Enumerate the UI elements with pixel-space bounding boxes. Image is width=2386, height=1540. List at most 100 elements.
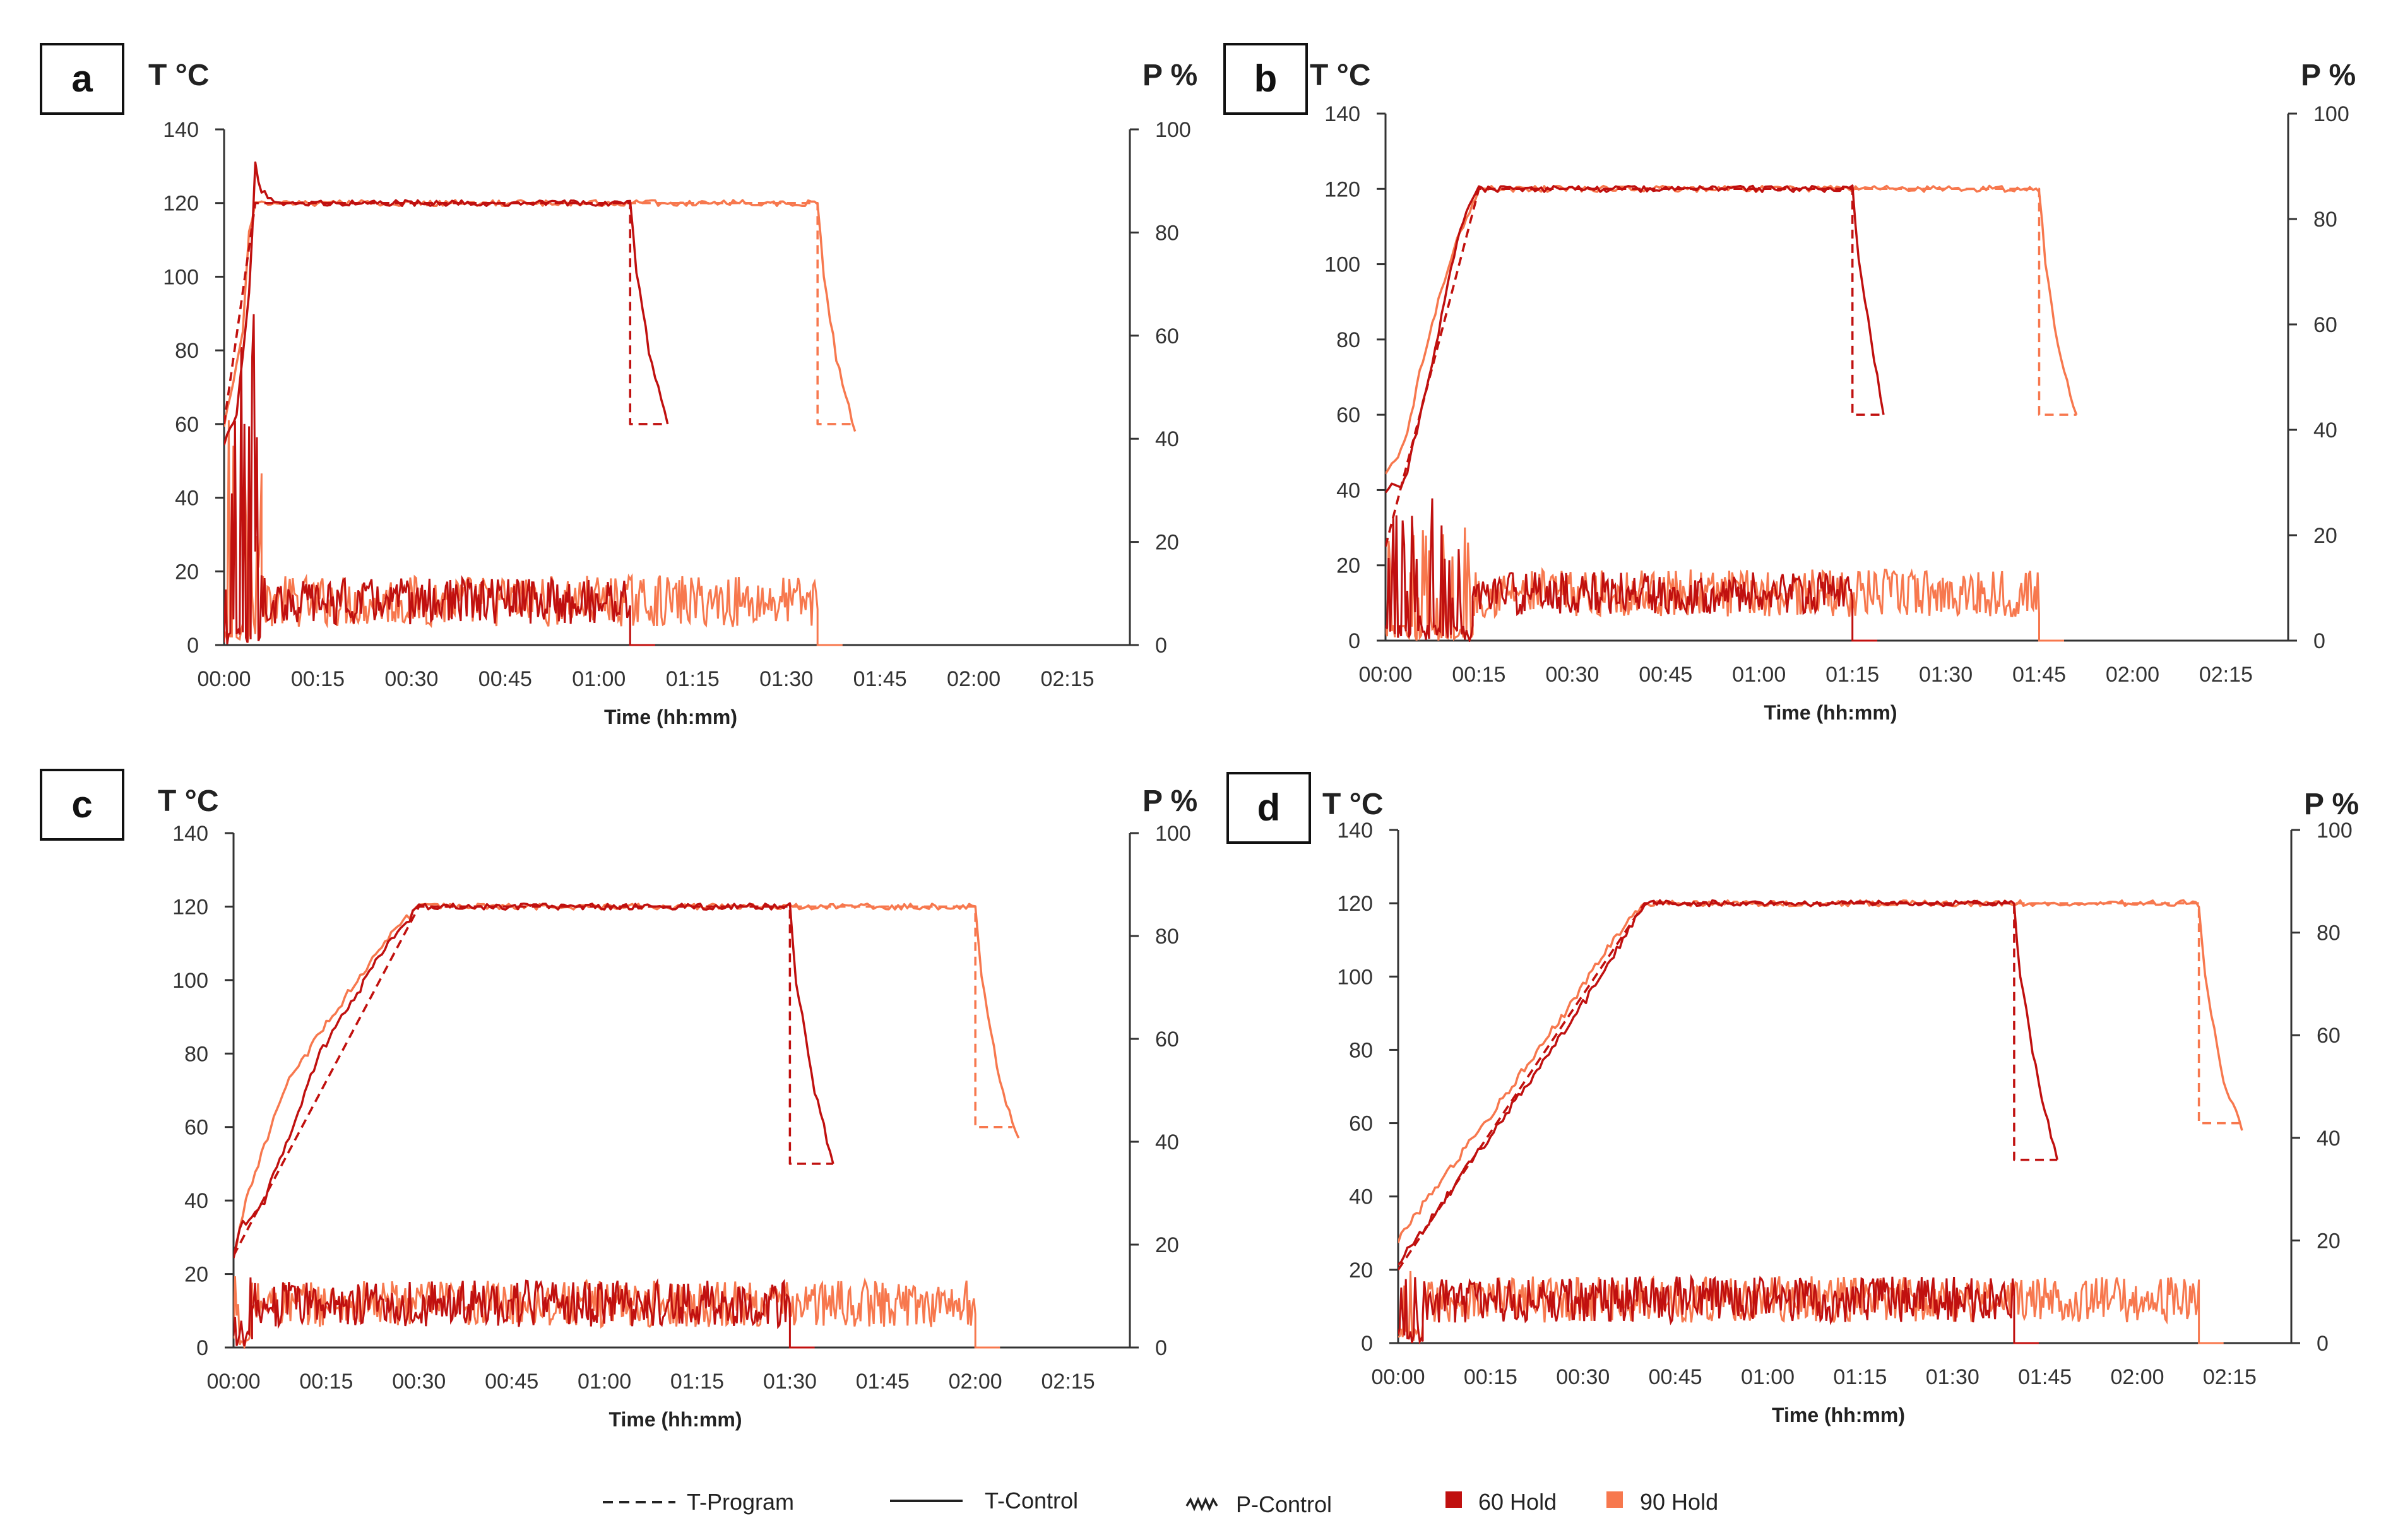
y-tick-label: 20 <box>1336 554 1360 578</box>
legend-label-t-control: T-Control <box>985 1488 1078 1513</box>
y-tick-label: 20 <box>175 560 199 584</box>
y2-tick-label: 0 <box>1155 1336 1167 1360</box>
y2-tick-label: 60 <box>1155 1028 1179 1051</box>
y2-tick-label: 80 <box>1155 925 1179 949</box>
y-tick-label: 140 <box>1337 819 1373 843</box>
series-90-hold-t-program <box>224 201 855 425</box>
series-90-hold-p-control <box>1386 527 2064 642</box>
panel-b-label-box <box>1223 43 1308 115</box>
panel-d-y2label: P % <box>2304 788 2359 821</box>
y2-tick-label: 40 <box>1155 427 1179 451</box>
x-tick-label: 00:00 <box>197 667 251 691</box>
x-tick-label: 00:00 <box>1371 1365 1425 1389</box>
x-tick-label: 02:15 <box>2199 663 2253 687</box>
panel-b-ylabel: T °C <box>1310 59 1371 92</box>
panel-c-y2label: P % <box>1143 785 1197 818</box>
x-tick-label: 00:30 <box>1556 1365 1610 1389</box>
y-tick-label: 100 <box>163 265 199 289</box>
series-60-hold-t-program <box>224 201 668 425</box>
series-90-hold-t-control <box>1386 184 2078 475</box>
panel-a-letter: a <box>71 57 93 100</box>
x-tick-label: 01:30 <box>1919 663 1973 687</box>
y-tick-label: 80 <box>175 339 199 363</box>
series-60-hold-t-control <box>224 161 669 446</box>
y-tick-label: 140 <box>1324 102 1360 126</box>
series-90-hold-t-program <box>234 905 1012 1257</box>
y2-tick-label: 60 <box>2313 313 2337 337</box>
legend-label-90-hold: 90 Hold <box>1640 1489 1718 1515</box>
y2-tick-label: 80 <box>1155 221 1179 245</box>
panel-c-xlabel: Time (hh:mm) <box>609 1408 742 1431</box>
x-tick-label: 00:15 <box>291 667 345 691</box>
y-tick-label: 40 <box>184 1189 208 1213</box>
y2-tick-label: 60 <box>1155 324 1179 348</box>
x-tick-label: 00:15 <box>1452 663 1505 687</box>
y-tick-label: 60 <box>1349 1112 1373 1136</box>
panel-a-y2label: P % <box>1143 59 1197 92</box>
series-90-hold-t-control <box>224 199 857 432</box>
series-60-hold-p-control <box>1386 498 1878 642</box>
x-tick-label: 01:30 <box>1926 1365 1979 1389</box>
y2-tick-label: 0 <box>1155 634 1167 658</box>
y-tick-label: 100 <box>1324 253 1360 277</box>
legend-zigzag-swatch <box>1185 1496 1218 1512</box>
y-tick-label: 40 <box>175 487 199 511</box>
y2-tick-label: 20 <box>2313 524 2337 548</box>
x-tick-label: 01:15 <box>1833 1365 1887 1389</box>
y2-tick-label: 20 <box>2317 1229 2341 1253</box>
legend-swatch-60-hold <box>1445 1491 1462 1508</box>
x-tick-label: 00:45 <box>1639 663 1692 687</box>
y-tick-label: 60 <box>184 1116 208 1140</box>
y-tick-label: 120 <box>1324 177 1360 201</box>
series-90-hold-t-control <box>234 903 1020 1259</box>
y-tick-label: 100 <box>1337 965 1373 989</box>
panel-a-xlabel: Time (hh:mm) <box>604 706 737 728</box>
x-tick-label: 01:45 <box>2012 663 2066 687</box>
y-tick-label: 120 <box>172 895 208 919</box>
panel-b-xlabel: Time (hh:mm) <box>1764 701 1897 724</box>
series-60-hold-p-control <box>224 314 655 646</box>
x-tick-label: 01:00 <box>1741 1365 1795 1389</box>
y2-tick-label: 0 <box>2317 1332 2329 1356</box>
panel-a-ylabel: T °C <box>148 59 210 92</box>
x-tick-label: 00:45 <box>478 667 532 691</box>
legend-swatch-90-hold <box>1606 1491 1623 1508</box>
panel-d-ylabel: T °C <box>1322 788 1384 821</box>
y-tick-label: 100 <box>172 969 208 993</box>
x-tick-label: 02:00 <box>947 667 1000 691</box>
series-90-hold-t-control <box>1398 899 2243 1243</box>
y2-tick-label: 40 <box>2317 1127 2341 1151</box>
x-tick-label: 01:15 <box>1825 663 1879 687</box>
y-tick-label: 120 <box>1337 892 1373 916</box>
x-tick-label: 01:15 <box>670 1370 724 1394</box>
y-tick-label: 40 <box>1336 478 1360 502</box>
legend-label-p-control: P-Control <box>1236 1491 1332 1517</box>
y2-tick-label: 40 <box>2313 418 2337 442</box>
x-tick-label: 00:15 <box>1464 1365 1517 1389</box>
panel-d-label-box <box>1226 772 1311 844</box>
series-60-hold-p-control <box>234 1277 815 1349</box>
y2-tick-label: 20 <box>1155 531 1179 555</box>
legend-label-60-hold: 60 Hold <box>1478 1489 1557 1515</box>
x-tick-label: 00:15 <box>299 1370 353 1394</box>
series-60-hold-t-control <box>234 902 834 1259</box>
y-tick-label: 20 <box>1349 1259 1373 1282</box>
panel-d-xlabel: Time (hh:mm) <box>1772 1404 1905 1426</box>
x-tick-label: 01:00 <box>578 1370 631 1394</box>
panel-d-plot-area <box>1398 899 2243 1344</box>
legend: T-Program T-Control P-Control 60 Hold 90… <box>603 1488 1718 1517</box>
x-tick-label: 01:30 <box>759 667 813 691</box>
y-tick-label: 0 <box>1348 629 1360 653</box>
series-90-hold-t-program <box>1386 187 2077 547</box>
panel-c-ylabel: T °C <box>158 785 219 818</box>
x-tick-label: 00:45 <box>1649 1365 1702 1389</box>
y-tick-label: 120 <box>163 192 199 216</box>
series-90-hold-p-control <box>1398 1270 2224 1344</box>
y2-tick-label: 0 <box>2313 629 2325 653</box>
panel-b-plot-area <box>1386 184 2078 642</box>
y-tick-label: 40 <box>1349 1185 1373 1209</box>
